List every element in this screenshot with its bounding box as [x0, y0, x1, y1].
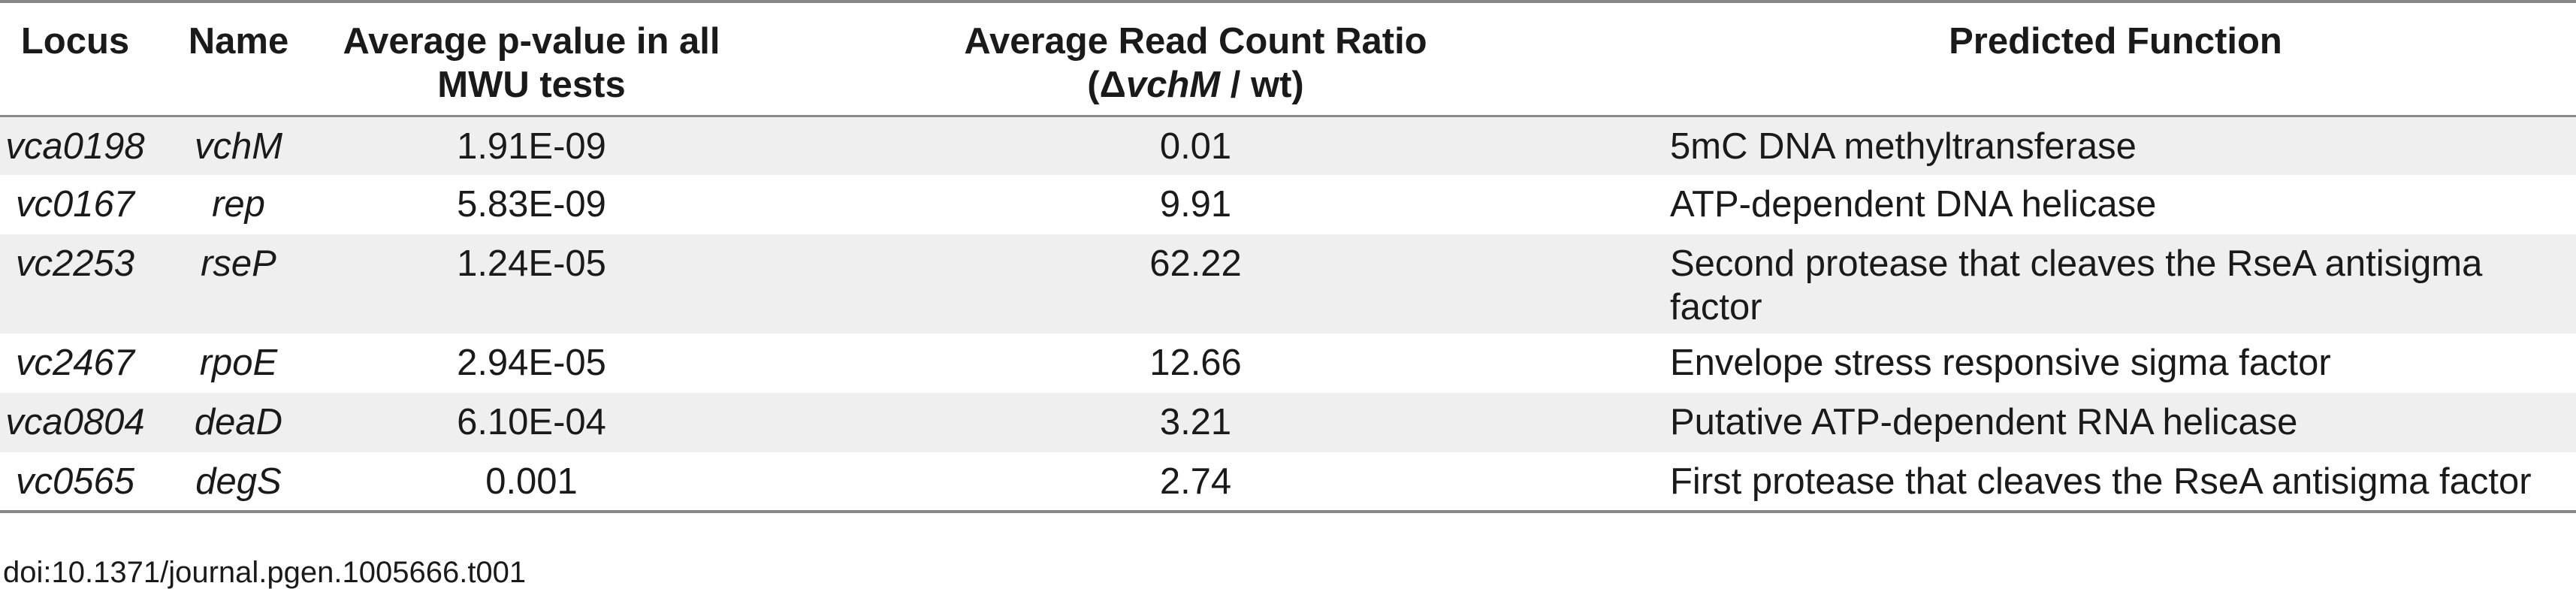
cell-function: Putative ATP-dependent RNA helicase: [1670, 402, 2298, 442]
cell-name: vchM: [150, 114, 327, 175]
cell-name: rseP: [201, 243, 276, 284]
header-ratio-delta: (Δ: [1087, 65, 1126, 105]
cell-locus: vca0804: [5, 402, 145, 442]
header-row: Locus Name Average p-value in all MWU te…: [0, 0, 2576, 116]
header-locus: Locus: [0, 0, 150, 116]
cell-ratio: 0.01: [736, 114, 1655, 175]
table-row: vc0565 degS 0.001 2.74 First protease th…: [0, 452, 2576, 513]
table-row: vca0198 vchM 1.91E-09 0.01 5mC DNA methy…: [0, 114, 2576, 175]
cell-function: Second protease that cleaves the RseA an…: [1670, 243, 2483, 328]
cell-ratio: 62.22: [1149, 243, 1242, 284]
cell-function: Envelope stress responsive sigma factor: [1670, 343, 2331, 383]
header-pvalue: Average p-value in all MWU tests: [327, 0, 736, 116]
results-table-container: Locus Name Average p-value in all MWU te…: [0, 0, 2576, 513]
header-name: Name: [150, 0, 327, 116]
cell-pvalue: 2.94E-05: [457, 343, 606, 383]
cell-function: 5mC DNA methyltransferase: [1655, 114, 2576, 175]
cell-name: rep: [212, 184, 265, 225]
cell-name: rpoE: [199, 343, 278, 383]
table-row: vc2467 rpoE 2.94E-05 12.66 Envelope stre…: [0, 334, 2576, 393]
cell-pvalue: 1.24E-05: [457, 243, 606, 284]
header-ratio-rest: / wt): [1220, 65, 1304, 105]
header-ratio-gene: vchM: [1125, 65, 1221, 105]
cell-locus: vc2467: [15, 343, 134, 383]
cell-locus: vc0565: [0, 452, 150, 513]
table-body: vca0198 vchM 1.91E-09 0.01 5mC DNA methy…: [0, 114, 2576, 513]
header-read-count-ratio: Average Read Count Ratio (ΔvchM / wt): [736, 0, 1655, 116]
cell-pvalue: 6.10E-04: [457, 402, 606, 442]
cell-function: ATP-dependent DNA helicase: [1670, 184, 2157, 225]
cell-pvalue: 0.001: [327, 452, 736, 513]
table-row: vca0804 deaD 6.10E-04 3.21 Putative ATP-…: [0, 393, 2576, 452]
table-header: Locus Name Average p-value in all MWU te…: [0, 0, 2576, 116]
cell-name: deaD: [194, 402, 283, 442]
cell-locus: vca0198: [0, 114, 150, 175]
cell-pvalue: 5.83E-09: [457, 184, 606, 225]
header-predicted-function: Predicted Function: [1655, 0, 2576, 116]
cell-function: First protease that cleaves the RseA ant…: [1655, 452, 2576, 513]
cell-locus: vc2253: [15, 243, 134, 284]
cell-pvalue: 1.91E-09: [327, 114, 736, 175]
table-row: vc0167 rep 5.83E-09 9.91 ATP-dependent D…: [0, 175, 2576, 234]
doi-caption[interactable]: doi:10.1371/journal.pgen.1005666.t001: [3, 556, 527, 589]
header-ratio-line2: (ΔvchM / wt): [736, 63, 1655, 107]
table-row: vc2253 rseP 1.24E-05 62.22 Second protea…: [0, 234, 2576, 334]
cell-ratio: 9.91: [1159, 184, 1232, 225]
cell-ratio: 3.21: [1159, 402, 1232, 442]
cell-name: degS: [150, 452, 327, 513]
cell-ratio: 12.66: [1149, 343, 1242, 383]
results-table: Locus Name Average p-value in all MWU te…: [0, 0, 2576, 513]
cell-ratio: 2.74: [736, 452, 1655, 513]
cell-locus: vc0167: [15, 184, 134, 225]
header-ratio-line1: Average Read Count Ratio: [964, 21, 1427, 62]
